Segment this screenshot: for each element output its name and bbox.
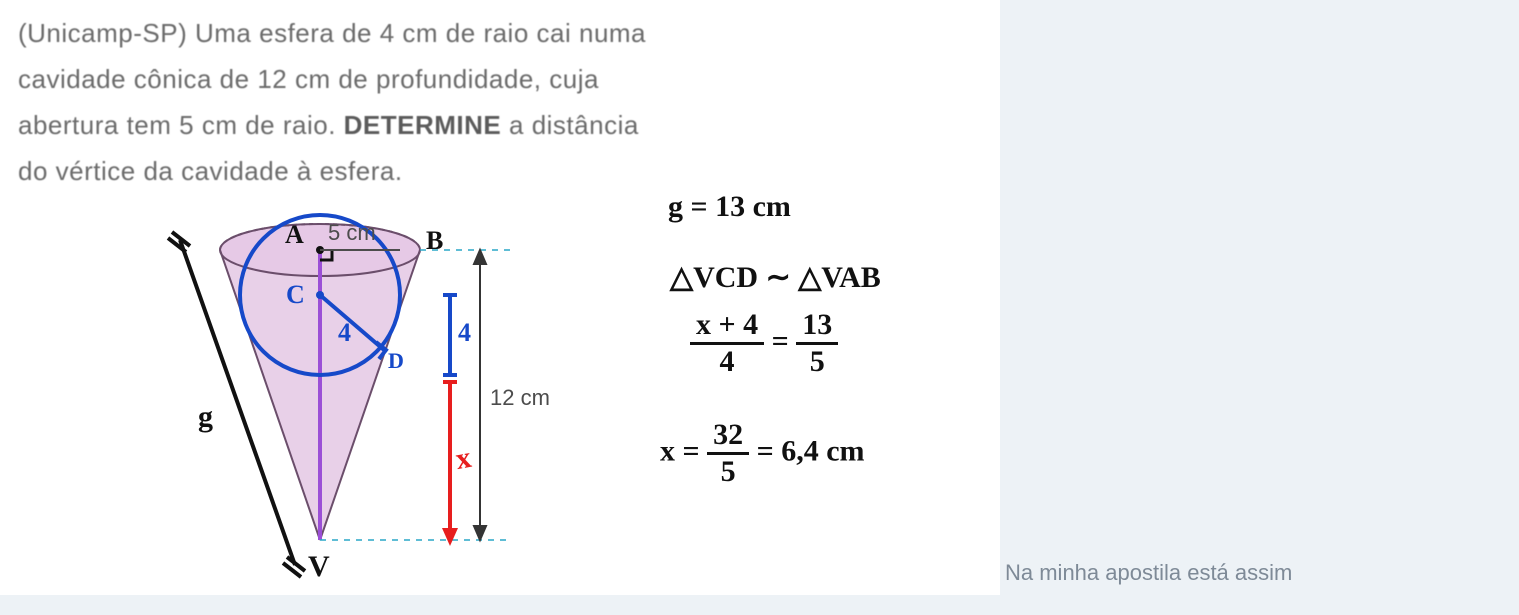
dim-height-arrow-top (474, 250, 486, 264)
result-eq1: = (683, 434, 708, 467)
result-lhs: x (660, 434, 675, 467)
work-slant-unit: cm (753, 190, 791, 223)
label-a: A (285, 220, 304, 250)
work-result: x = 32 5 = 6,4 cm (660, 420, 865, 487)
result-val: 6,4 (781, 434, 819, 467)
prop-right-bot: 5 (796, 345, 838, 377)
problem-source: (Unicamp-SP) (18, 18, 187, 48)
cone-sphere-diagram: 12 cm 5 cm A B C D V g 4 4 x (150, 210, 610, 610)
height-label: 12 cm (490, 385, 550, 410)
label-c: C (286, 280, 305, 310)
label-b: B (426, 226, 443, 256)
problem-statement: (Unicamp-SP) Uma esfera de 4 cm de raio … (18, 10, 658, 194)
label-cd-4: 4 (338, 318, 351, 348)
prop-right: 13 5 (796, 310, 838, 377)
work-slant-eq: = (691, 190, 708, 223)
work-slant-lhs: g (668, 190, 683, 223)
label-d: D (388, 348, 404, 374)
worksheet-sheet: (Unicamp-SP) Uma esfera de 4 cm de raio … (0, 0, 1000, 595)
label-v: V (308, 550, 330, 584)
result-unit: cm (826, 434, 864, 467)
problem-command: DETERMINE (344, 110, 502, 140)
work-proportion: x + 4 4 = 13 5 (690, 310, 838, 377)
red-x-arrow (442, 528, 458, 546)
prop-left: x + 4 4 (690, 310, 764, 377)
label-blue-4: 4 (458, 318, 471, 348)
top-radius-label: 5 cm (328, 220, 376, 245)
work-similar: △VCD ∼ △VAB (670, 260, 881, 295)
label-g: g (198, 400, 213, 434)
result-eq2: = (757, 434, 782, 467)
work-slant: g = 13 cm (668, 190, 791, 224)
work-slant-val: 13 (715, 190, 745, 223)
user-caption: Na minha apostila está assim (1005, 560, 1292, 586)
dim-height-arrow-bot (474, 526, 486, 540)
prop-left-top: x + 4 (690, 310, 764, 345)
slant-g-tick-bot (283, 557, 305, 577)
result-frac: 32 5 (707, 420, 749, 487)
diagram-svg: 12 cm 5 cm (150, 210, 610, 610)
prop-right-top: 13 (796, 310, 838, 345)
result-frac-bot: 5 (707, 455, 749, 487)
prop-left-bot: 4 (690, 345, 764, 377)
prop-eq: = (772, 324, 797, 357)
result-frac-top: 32 (707, 420, 749, 455)
